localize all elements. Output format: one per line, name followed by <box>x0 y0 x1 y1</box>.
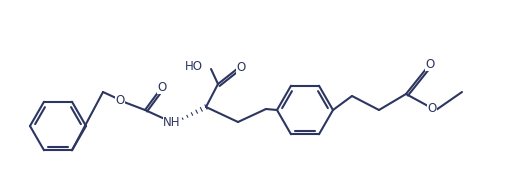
Text: O: O <box>116 94 125 107</box>
Text: NH: NH <box>163 116 181 129</box>
Text: O: O <box>427 101 437 114</box>
Text: O: O <box>236 61 245 74</box>
Text: O: O <box>157 80 166 94</box>
Text: HO: HO <box>185 60 203 73</box>
Text: O: O <box>426 57 435 70</box>
